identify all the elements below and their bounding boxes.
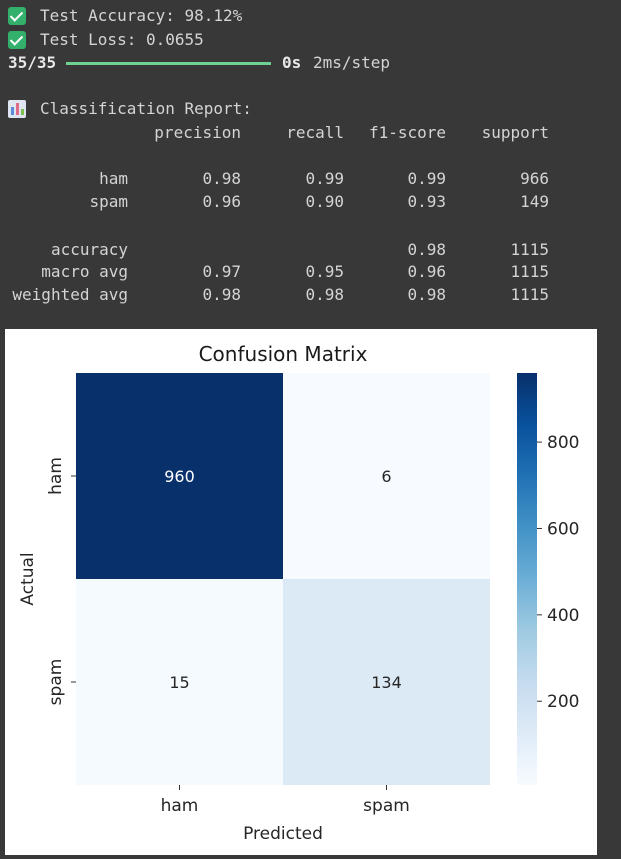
colorbar-tick-label: 600 (547, 519, 579, 539)
report-cell: 1115 (510, 285, 549, 304)
report-row-label: weighted avg (12, 285, 128, 304)
report-cell: 0.99 (407, 169, 446, 188)
accuracy-line: Test Accuracy: 98.12% (40, 6, 243, 25)
cell-value-label: 134 (371, 673, 402, 692)
colorbar-tick-label: 200 (547, 692, 579, 712)
report-cell: 0.98 (202, 285, 241, 304)
y-tick-label: ham (46, 457, 66, 495)
report-row-label: spam (89, 192, 128, 211)
classification-report: precision recall f1-score support ham 0.98 0.9… (0, 120, 621, 320)
report-row-label: accuracy (50, 240, 128, 259)
cell-output: Test Accuracy: 98.12% Test Loss: 0.0655 … (0, 0, 621, 329)
report-cell: 0.99 (305, 169, 344, 188)
report-cell: 149 (520, 192, 549, 211)
cell-value-label: 6 (381, 467, 391, 486)
colorbar-tick-label: 800 (547, 433, 579, 453)
report-row-label: macro avg (41, 262, 128, 281)
check-icon (8, 7, 26, 25)
report-header: f1-score (368, 123, 446, 142)
cell-value-label: 15 (169, 673, 189, 692)
report-row-label: ham (99, 169, 128, 188)
progress-bar (66, 62, 271, 65)
bar-chart-icon (8, 100, 26, 118)
report-cell: 1115 (510, 262, 549, 281)
report-header: precision (154, 123, 241, 142)
y-tick-label: spam (46, 659, 66, 706)
chart-title: Confusion Matrix (199, 342, 368, 366)
report-cell: 0.95 (305, 262, 344, 281)
report-cell: 1115 (510, 240, 549, 259)
report-cell: 0.98 (407, 240, 446, 259)
x-tick-label: spam (363, 796, 410, 816)
cell-value-label: 960 (164, 467, 195, 486)
confusion-matrix-figure: Confusion Matrix 960 6 15 134 ham spam Predicte… (5, 329, 597, 855)
report-header: support (481, 123, 549, 142)
progress-time: 0s (282, 53, 302, 72)
progress-fill (66, 62, 271, 65)
report-title: Classification Report: (40, 99, 252, 118)
x-axis-label: Predicted (243, 824, 323, 844)
report-cell: 966 (520, 169, 549, 188)
report-cell: 0.97 (202, 262, 241, 281)
x-tick-label: ham (161, 796, 199, 816)
colorbar-tick-label: 400 (547, 606, 579, 626)
report-cell: 0.93 (407, 192, 446, 211)
heatmap-cell (76, 373, 283, 579)
report-cell: 0.98 (305, 285, 344, 304)
progress-counter: 35/35 (8, 53, 57, 72)
report-cell: 0.98 (202, 169, 241, 188)
colorbar (517, 373, 537, 785)
heatmap-cell (283, 579, 490, 785)
report-cell: 0.96 (407, 262, 446, 281)
report-cell: 0.98 (407, 285, 446, 304)
confusion-matrix-chart: Confusion Matrix 960 6 15 134 ham spam Predicte… (18, 342, 579, 844)
y-axis-label: Actual (18, 552, 38, 605)
progress-step: 2ms/step (313, 53, 391, 72)
report-header: recall (286, 123, 344, 142)
heatmap-cell (283, 373, 490, 579)
check-icon (8, 31, 26, 49)
report-cell: 0.90 (305, 192, 344, 211)
report-cell: 0.96 (202, 192, 241, 211)
loss-line: Test Loss: 0.0655 (40, 30, 204, 49)
heatmap-cell (76, 579, 283, 785)
